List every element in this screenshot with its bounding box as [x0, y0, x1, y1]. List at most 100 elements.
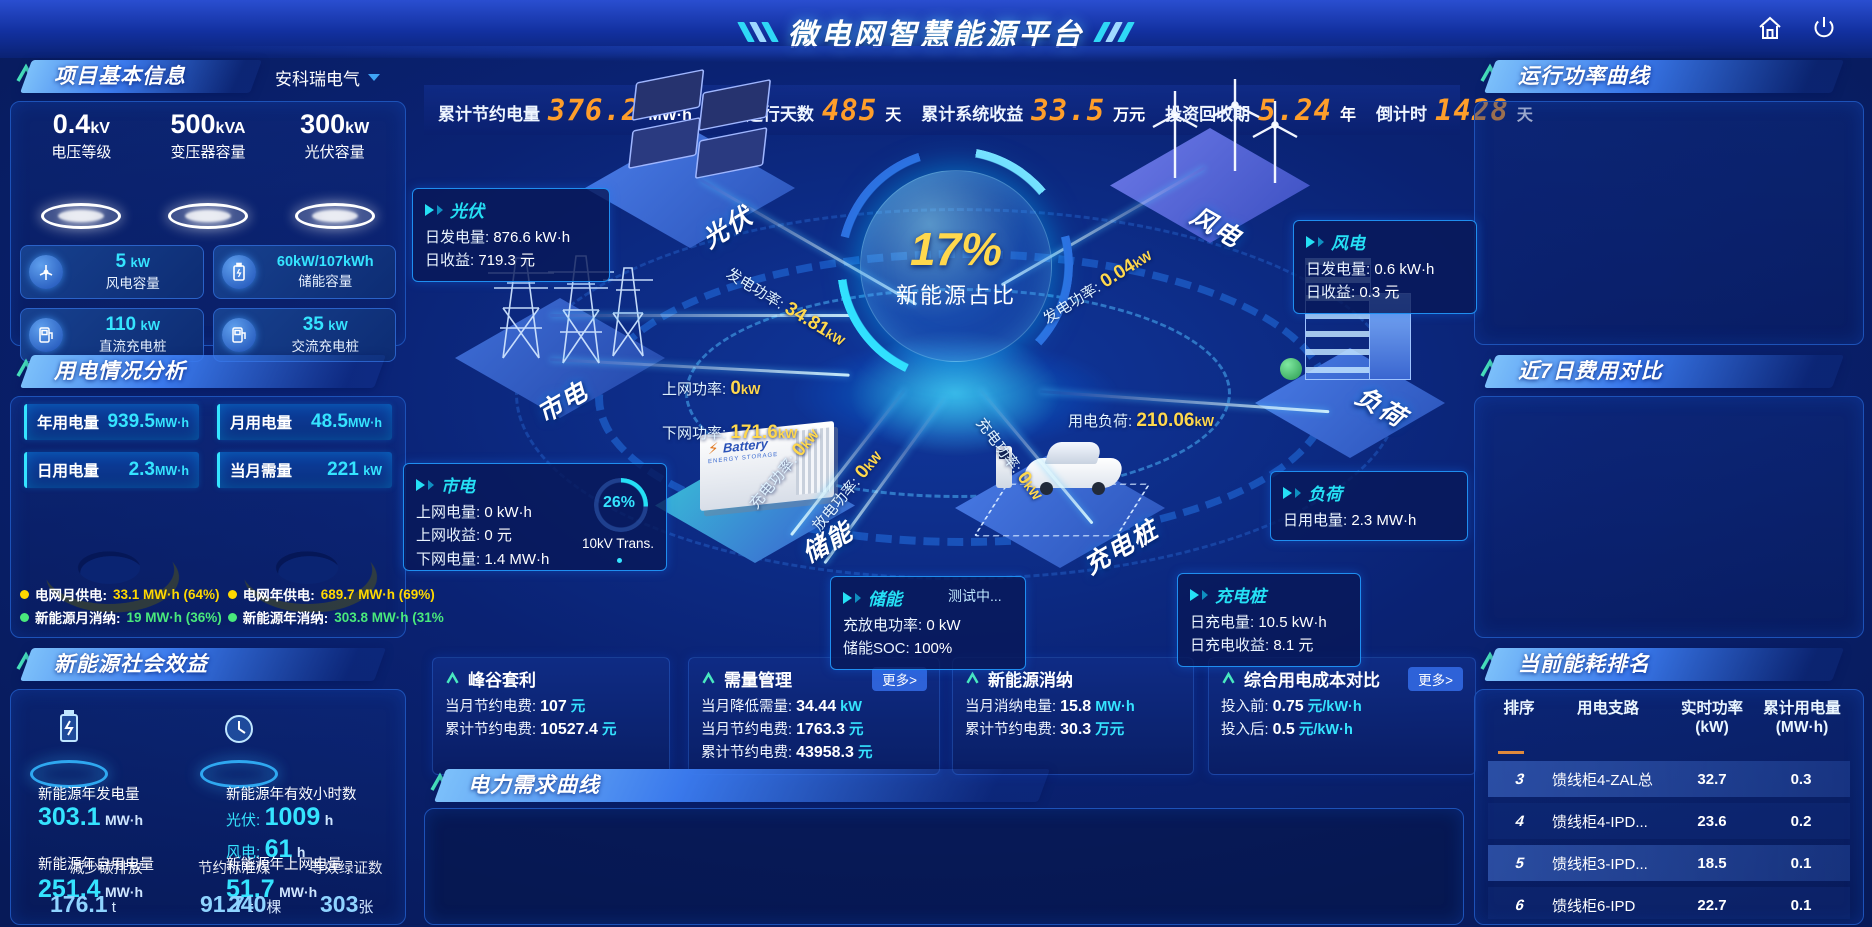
- info-row: 日发电量: 876.6 kW·h: [425, 226, 597, 249]
- row-label: 累计节约电费:: [445, 722, 537, 739]
- chevron-down-icon: [368, 74, 380, 81]
- stat-label: 当月需量: [230, 463, 293, 480]
- kpi-label: 投资回收期: [1165, 105, 1251, 124]
- stat-label: 年用电量: [37, 415, 100, 432]
- panel-title: 运行功率曲线: [1518, 65, 1650, 88]
- panel-project-info: 项目基本信息 安科瑞电气 0.4kV 电压等级 500kVA 变压器容量: [10, 57, 406, 362]
- title-deco-left: [737, 22, 779, 42]
- box-title-text: 充电桩: [1215, 587, 1266, 606]
- co2-label: 减少碳排放: [70, 861, 143, 877]
- legend-renewable-year[interactable]: 新能源年消纳: 303.8 MW·h (31%: [227, 607, 444, 627]
- pedestal-voltage-level: 0.4kV 电压等级: [22, 109, 140, 237]
- row-label: 上网电量:: [416, 504, 481, 521]
- kpi-value: 1428: [1434, 93, 1509, 127]
- chevron-right-icon: [1306, 235, 1315, 248]
- box-title-text: 市电: [441, 477, 475, 496]
- spoke-unit: kW: [740, 382, 761, 397]
- gauge-dot: [617, 558, 622, 563]
- spoke-unit: kW: [1194, 414, 1214, 429]
- legend-label: 新能源月消纳:: [35, 611, 121, 626]
- table-row[interactable]: 6 馈线柜6-IPD 22.7 0.1: [1488, 887, 1850, 919]
- wind-box-title: 风电: [1306, 229, 1464, 254]
- legend-label: 新能源年消纳:: [242, 611, 329, 626]
- kpi-value: 33.5: [1031, 93, 1106, 127]
- box-demand-management: 需量管理 更多> 当月降低需量: 34.44 kW 当月节约电费: 1763.3 …: [688, 657, 940, 775]
- card-unit: kW: [140, 318, 161, 334]
- hours-label: 新能源年有效小时数: [226, 787, 357, 803]
- col-power: 实时功率 (kW): [1680, 700, 1743, 737]
- row-label: 投入后:: [1221, 722, 1269, 739]
- card-label: 储能容量: [298, 274, 353, 289]
- more-button[interactable]: 更多>: [1408, 666, 1463, 691]
- ranking-header-underline: [1498, 751, 1524, 754]
- row-unit: 万元: [1095, 722, 1125, 739]
- row-value: 43958.3: [796, 744, 854, 762]
- stat-label: 月用电量: [230, 415, 293, 432]
- legend-label: 电网月供电:: [35, 588, 107, 603]
- solar-panels-icon: [628, 69, 771, 179]
- coal-value: 91.7 t: [200, 891, 253, 918]
- info-row: 充放电功率: 0 kW: [843, 614, 1013, 637]
- row-value: 1763.3: [796, 721, 845, 739]
- panel-usage-analysis: 用电情况分析 年用电量 939.5MW·h 月用电量 48.5MW·h 日用电量…: [10, 352, 444, 638]
- chevron-right-icon: [416, 478, 425, 491]
- info-row: 日充电量: 10.5 kW·h: [1190, 611, 1348, 634]
- generation-pedestal: [26, 707, 112, 788]
- row-label: 储能SOC:: [843, 640, 910, 658]
- box-title: 综合用电成本对比 更多>: [1221, 666, 1463, 691]
- charger-icon: [221, 318, 256, 352]
- panel-banner: 用电情况分析: [10, 352, 406, 392]
- card-value: 60kW/107kWh: [276, 254, 374, 270]
- box-title-text: 新能源消纳: [988, 671, 1073, 690]
- legend-dot: [20, 612, 29, 622]
- more-button[interactable]: 更多>: [872, 666, 927, 691]
- box-row: 当月降低需量: 34.44 kW: [701, 695, 927, 718]
- legend-value: 19 MW·h (36%): [126, 609, 222, 625]
- branch-name: 馈线柜6-IPD: [1552, 897, 1636, 915]
- feed-in-value: 51.7 MW·h: [226, 875, 317, 904]
- info-row: 上网收益: 0 元: [416, 524, 654, 547]
- table-row[interactable]: 3 馈线柜4-ZAL总 32.7 0.3: [1488, 761, 1850, 797]
- ranking-table-header: 排序 用电支路 实时功率 (kW) 累计用电量 (MW·h): [1490, 699, 1848, 738]
- power-icon[interactable]: [1810, 14, 1838, 42]
- row-value: 876.6 kW·h: [493, 229, 571, 246]
- chevron-right-icon: [1202, 589, 1208, 600]
- kpi-unit: 天: [885, 107, 902, 124]
- table-row[interactable]: 4 馈线柜4-IPD... 23.6 0.2: [1488, 803, 1850, 839]
- chevron-right-icon: [855, 592, 861, 603]
- home-icon[interactable]: [1756, 14, 1784, 42]
- row-value: 0 元: [484, 527, 512, 545]
- spoke-unit: kW: [777, 426, 798, 441]
- card-value: 35: [302, 314, 324, 336]
- ranking-rows: 3 馈线柜4-ZAL总 32.7 0.3 4 馈线柜4-IPD... 23.6 …: [1488, 761, 1850, 919]
- panel-title: 当前能耗排名: [1518, 653, 1650, 676]
- kpi-payback-period: 投资回收期 5.24 年: [1159, 93, 1362, 127]
- box-peak-valley-arbitrage: 峰谷套利 当月节约电费: 107 元 累计节约电费: 10527.4 元: [432, 657, 670, 775]
- gen-unit: MW·h: [105, 812, 144, 828]
- rank-badge: 5: [1513, 854, 1527, 872]
- chevron-right-icon: [437, 204, 443, 215]
- row-label: 投入前:: [1221, 699, 1269, 715]
- row-unit: 元/kW·h: [1307, 699, 1362, 715]
- panel-title: 近7日费用对比: [1518, 360, 1663, 383]
- panel-banner: 近7日费用对比: [1474, 352, 1864, 392]
- panel-social-benefit: 新能源社会效益 新能源年发电量 303.1 MW·h 新能源年有效小时数 光伏:…: [10, 645, 406, 925]
- pedestal-unit: kV: [90, 120, 110, 137]
- legend-grid-month[interactable]: 电网月供电: 33.1 MW·h (64%): [20, 584, 222, 604]
- spoke-label: 用电负荷:: [1068, 413, 1133, 430]
- self-use-value: 251.4 MW·h: [38, 875, 143, 904]
- spoke-grid-down-power: 下网功率: 171.6kW: [662, 422, 797, 444]
- legend-grid-year[interactable]: 电网年供电: 689.7 MW·h (69%): [227, 584, 444, 604]
- table-row[interactable]: 5 馈线柜3-IPD... 18.5 0.1: [1488, 845, 1850, 881]
- cert-value: 303张: [320, 891, 373, 918]
- row-label: 日发电量:: [425, 229, 490, 246]
- company-dropdown[interactable]: 安科瑞电气: [275, 65, 380, 90]
- rank-badge: 3: [1513, 770, 1527, 788]
- legend-renewable-month[interactable]: 新能源月消纳: 19 MW·h (36%): [20, 607, 222, 627]
- row-value: 0 kW·h: [484, 504, 532, 521]
- feed-in-label: 新能源年上网电量: [226, 857, 342, 873]
- row-value: 107: [540, 698, 567, 715]
- total-energy: 0.3: [1790, 770, 1812, 788]
- pedestal-value: 0.4: [52, 109, 91, 139]
- card-label: 风电容量: [105, 275, 160, 291]
